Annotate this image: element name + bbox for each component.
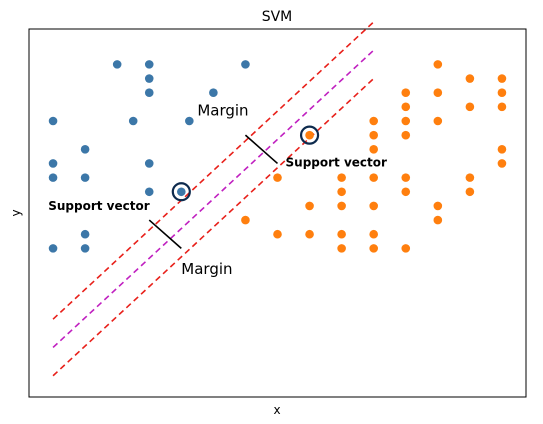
data-point-class-a [112, 60, 122, 69]
data-point-class-a [144, 60, 154, 69]
data-point-class-a [80, 229, 90, 239]
points-layer [48, 60, 507, 253]
support-vector-layer [171, 125, 320, 202]
data-point-class-b [433, 60, 443, 69]
data-point-class-b [401, 130, 411, 140]
data-point-class-a [80, 244, 90, 253]
data-point-class-b [369, 116, 378, 126]
data-point-class-b [401, 88, 411, 97]
data-point-class-a [144, 187, 154, 197]
data-point-class-b [497, 159, 507, 168]
data-point-class-a [185, 116, 194, 126]
data-point-class-b [433, 201, 443, 211]
x-axis-label: x [273, 403, 280, 417]
data-point-class-a [241, 60, 250, 69]
data-point-class-a [144, 159, 154, 168]
y-axis-label: y [9, 209, 23, 216]
data-point-class-b [497, 88, 507, 97]
data-point-class-a [177, 187, 186, 197]
data-point-class-b [433, 116, 443, 126]
data-point-class-b [337, 244, 346, 253]
data-point-class-b [465, 74, 475, 83]
data-point-class-a [48, 173, 58, 182]
annotations-layer: Margin Support vector Support vector Margin [48, 101, 387, 278]
data-point-class-b [273, 173, 282, 182]
support-vector-ring [171, 182, 191, 202]
data-point-class-b [369, 130, 378, 140]
data-point-class-b [497, 102, 507, 112]
margin-marker-1 [244, 134, 279, 165]
data-point-class-a [80, 145, 90, 154]
data-point-class-b [369, 201, 378, 211]
support-vector-ring [299, 125, 320, 145]
lines-layer [52, 21, 375, 377]
data-point-class-b [497, 74, 507, 83]
margin-annotation: Margin [181, 260, 232, 278]
data-point-class-b [401, 187, 411, 197]
decision-boundary [52, 49, 375, 349]
data-point-class-a [48, 244, 58, 253]
margin-line-2 [52, 21, 375, 320]
data-point-class-b [305, 201, 314, 211]
support-vector-annotation: Support vector [48, 199, 149, 213]
data-point-class-b [369, 173, 378, 182]
data-point-class-b [369, 145, 378, 154]
data-point-class-b [465, 102, 475, 112]
data-point-class-a [128, 116, 138, 126]
data-point-class-b [337, 173, 346, 182]
data-point-class-a [144, 88, 154, 97]
data-point-class-b [369, 229, 378, 239]
data-point-class-b [273, 229, 282, 239]
data-point-class-b [465, 173, 475, 182]
support-vector-annotation: Support vector [286, 155, 387, 169]
margin-marker-2 [148, 219, 182, 249]
margin-line-1 [52, 77, 375, 377]
plot-area [28, 28, 527, 398]
data-point-class-a [209, 88, 218, 97]
data-point-class-a [144, 74, 154, 83]
data-point-class-a [48, 159, 58, 168]
data-point-class-b [241, 215, 250, 225]
data-point-class-b [305, 229, 314, 239]
data-point-class-b [433, 215, 443, 225]
data-point-class-b [337, 201, 346, 211]
data-point-class-b [465, 187, 475, 197]
data-point-class-b [337, 187, 346, 197]
data-point-class-b [305, 130, 314, 140]
data-point-class-b [337, 229, 346, 239]
margin-annotation: Margin [197, 101, 248, 119]
data-point-class-a [48, 116, 58, 126]
chart-title: SVM [262, 9, 293, 25]
data-point-class-b [433, 88, 443, 97]
data-point-class-b [497, 145, 507, 154]
data-point-class-b [401, 173, 411, 182]
data-point-class-b [401, 102, 411, 112]
data-point-class-a [80, 173, 90, 182]
data-point-class-b [369, 244, 378, 253]
data-point-class-b [401, 244, 411, 253]
data-point-class-b [401, 116, 411, 126]
